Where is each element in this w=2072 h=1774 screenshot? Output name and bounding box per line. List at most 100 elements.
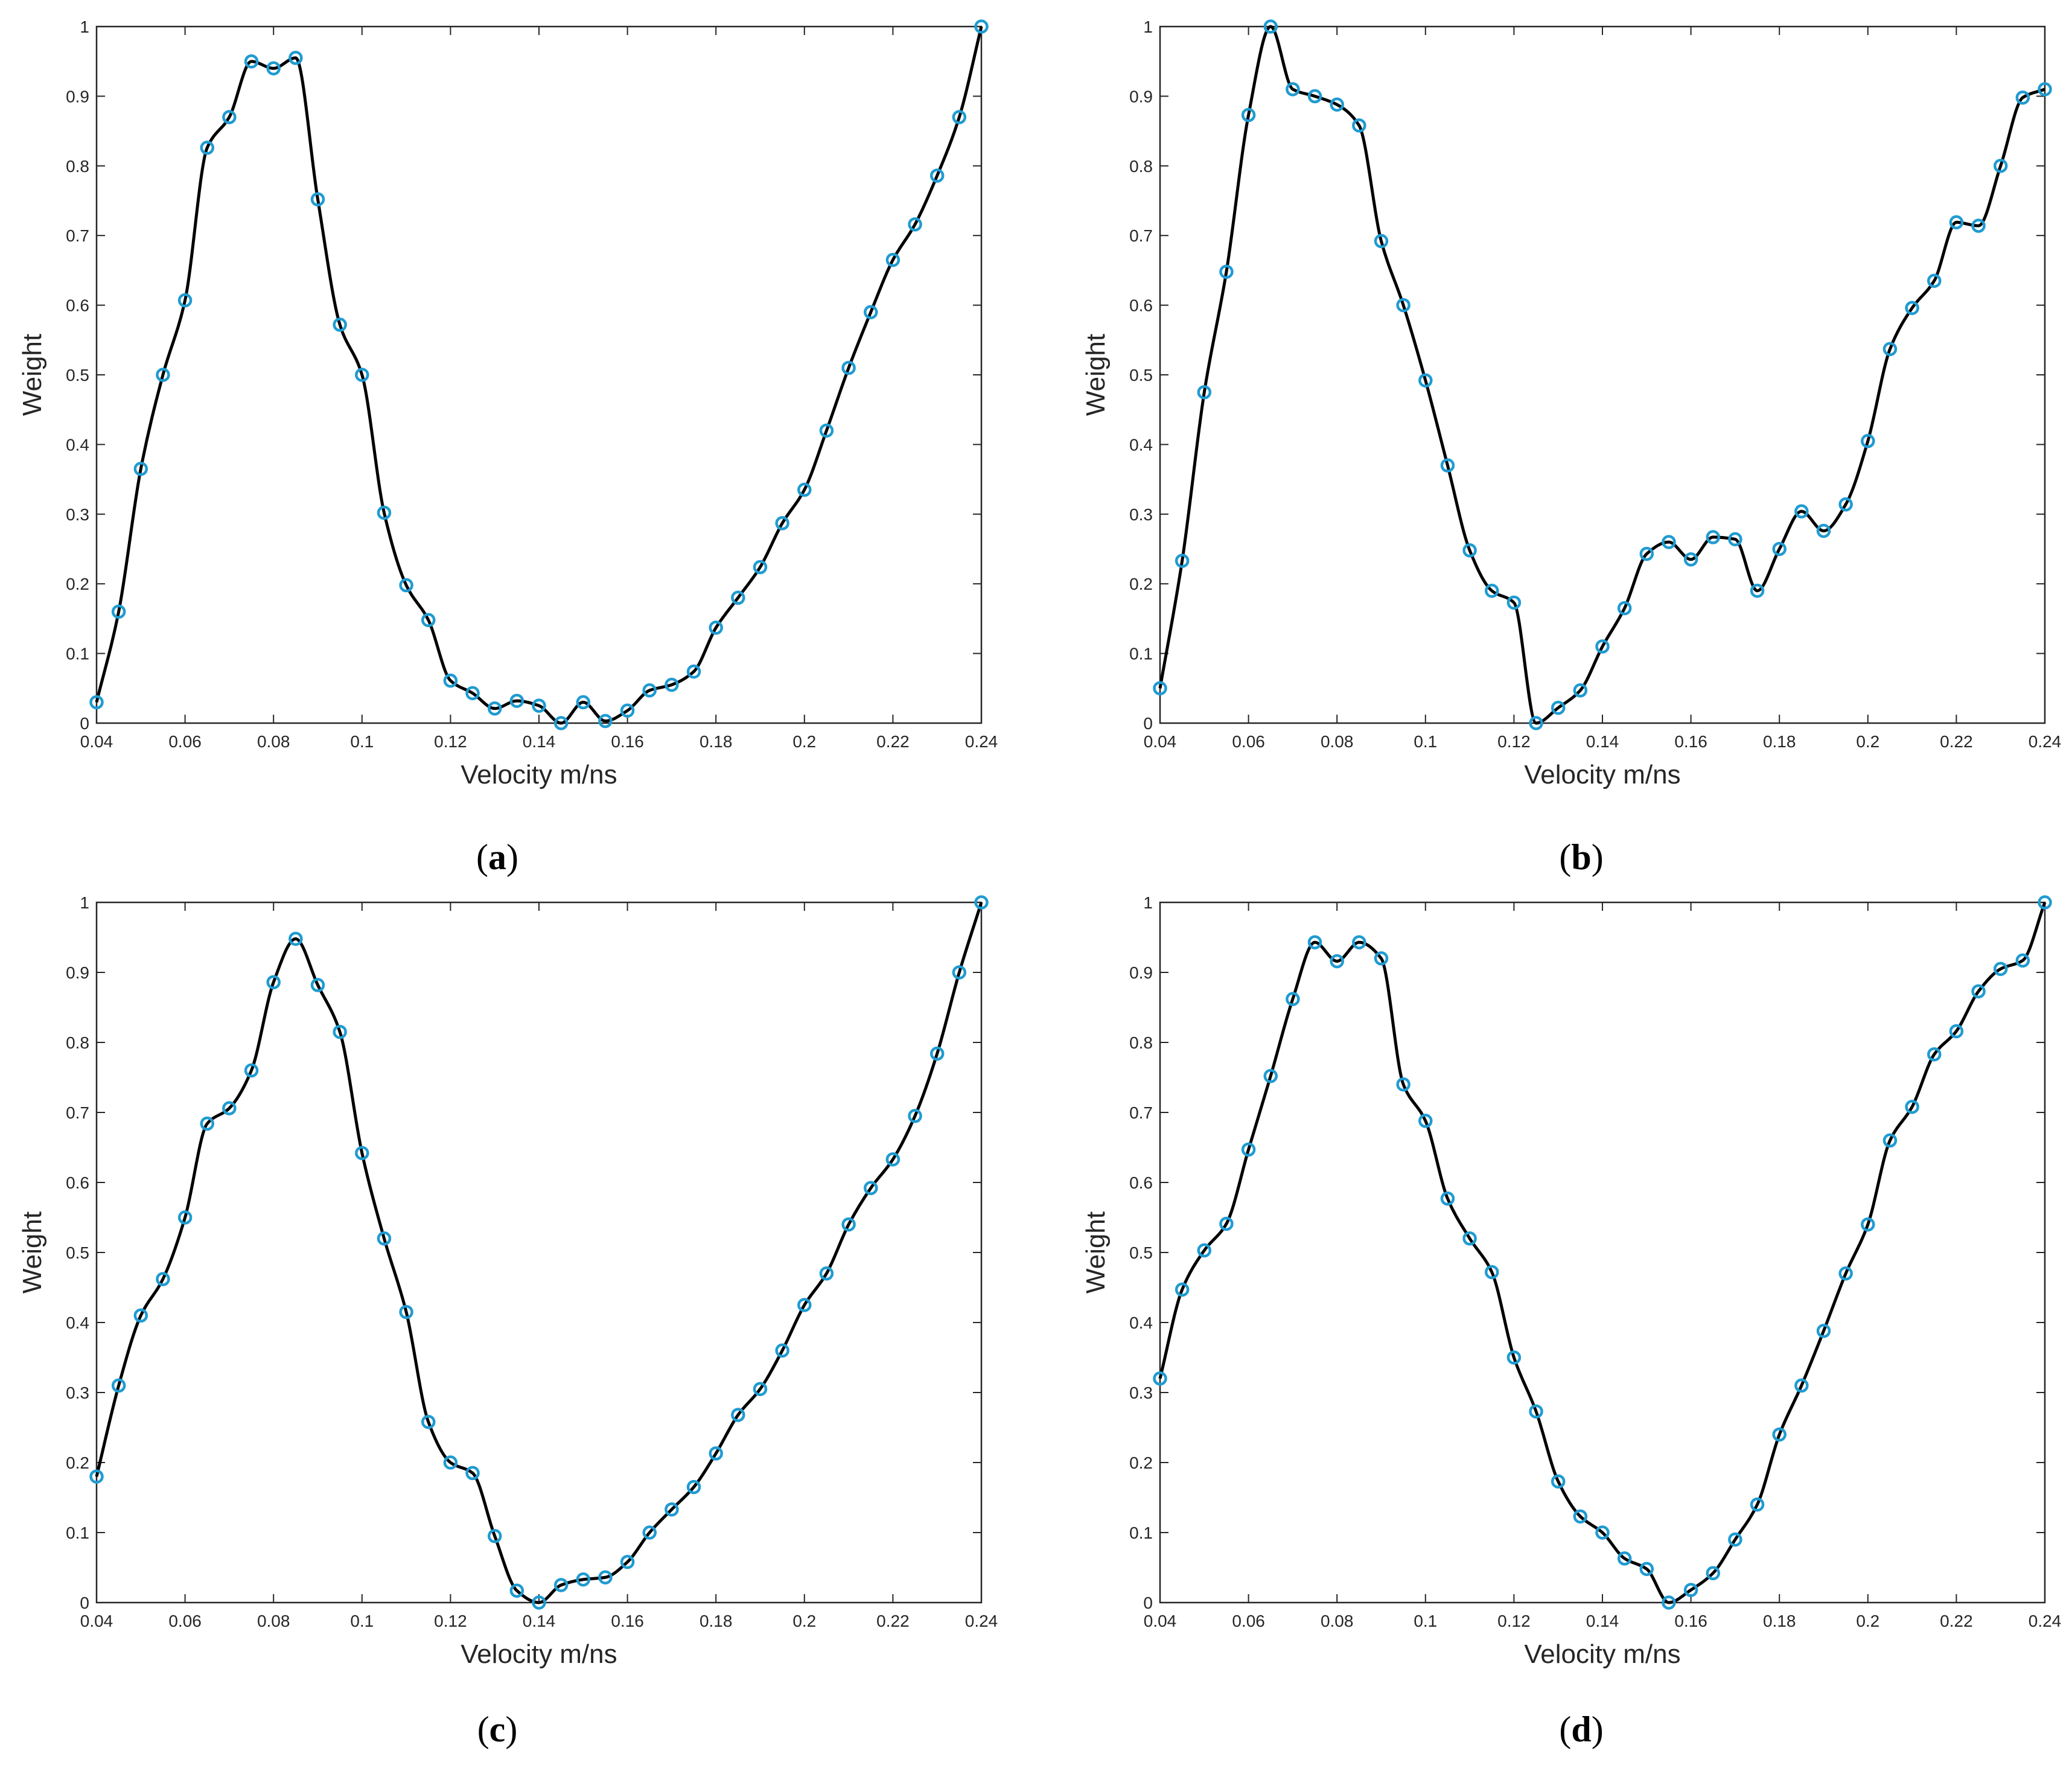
data-point <box>1861 1217 1875 1232</box>
data-point <box>266 61 281 75</box>
x-tick-label: 0.24 <box>2029 1612 2062 1630</box>
data-point <box>620 1554 635 1569</box>
x-tick-label: 0.22 <box>1940 1612 1973 1630</box>
x-tick-label: 0.04 <box>1144 732 1177 751</box>
data-point <box>686 1479 701 1495</box>
data-point <box>111 1378 126 1393</box>
data-point <box>642 683 657 698</box>
data-point <box>686 664 701 679</box>
data-point <box>1993 159 2008 173</box>
data-point <box>1971 219 1986 233</box>
data-point <box>1307 935 1322 949</box>
y-tick-label: 0 <box>80 714 89 733</box>
data-point <box>2015 90 2030 105</box>
data-point <box>2015 953 2030 968</box>
data-point <box>1352 118 1366 133</box>
data-point <box>1219 1216 1234 1231</box>
data-point <box>665 1502 679 1517</box>
data-point <box>598 1570 613 1584</box>
x-tick-label: 0.06 <box>168 732 202 751</box>
x-tick-label: 0.24 <box>2029 732 2062 751</box>
data-point <box>1175 554 1190 568</box>
data-point <box>200 1116 214 1131</box>
data-point <box>1838 1266 1853 1281</box>
data-point <box>2038 895 2052 910</box>
y-tick-label: 0.3 <box>66 1383 89 1402</box>
data-point <box>841 360 856 375</box>
data-point <box>156 1272 170 1286</box>
x-tick-label: 0.14 <box>523 1612 556 1630</box>
data-point <box>509 694 524 708</box>
series-line <box>95 902 983 1604</box>
data-point <box>443 1455 458 1470</box>
data-point <box>1153 681 1167 696</box>
data-point <box>753 1382 768 1396</box>
x-axis-title: Velocity m/ns <box>461 760 617 790</box>
y-tick-label: 0 <box>1143 1594 1153 1612</box>
data-point <box>465 686 480 701</box>
data-point <box>177 293 193 308</box>
data-point <box>133 462 148 476</box>
data-point <box>1374 951 1389 966</box>
data-point <box>1573 683 1588 698</box>
data-point <box>1971 984 1986 999</box>
data-point <box>1197 385 1212 400</box>
y-tick-label: 0.8 <box>66 157 89 176</box>
data-point <box>532 698 546 713</box>
data-point <box>156 368 170 382</box>
y-tick-label: 0.7 <box>1129 1103 1153 1122</box>
data-point <box>1219 264 1234 279</box>
x-tick-label: 0.2 <box>1856 1612 1879 1630</box>
data-point <box>1551 700 1566 715</box>
y-tick-label: 0.6 <box>66 296 89 315</box>
panel-label: (a) <box>476 837 518 877</box>
panel-label: (c) <box>477 1709 518 1749</box>
data-point <box>1794 1378 1809 1393</box>
y-tick-label: 0.7 <box>66 226 89 245</box>
y-tick-label: 0 <box>1143 714 1153 733</box>
y-tick-label: 0.8 <box>1129 1033 1153 1052</box>
data-point <box>1374 234 1389 249</box>
y-tick-label: 0.6 <box>66 1173 89 1192</box>
y-tick-label: 0.9 <box>1129 87 1153 106</box>
data-point <box>1263 1068 1278 1083</box>
data-point <box>377 1231 392 1246</box>
x-tick-label: 0.22 <box>876 732 910 751</box>
data-point <box>1905 1099 1919 1114</box>
data-point <box>465 1466 480 1481</box>
data-point <box>310 978 325 992</box>
data-point <box>553 716 569 730</box>
data-point <box>885 252 901 267</box>
x-tick-label: 0.12 <box>434 1612 467 1630</box>
y-tick-label: 0.1 <box>66 645 89 663</box>
data-point <box>553 1578 569 1592</box>
data-point <box>288 51 303 65</box>
chart-panel-c: 0.04 0.06 0.08 0.1 0.12 0.14 0.16 0.18 0.2 0.22 0.… <box>18 893 998 1749</box>
data-point <box>952 110 967 124</box>
data-point <box>1750 1497 1765 1512</box>
data-point <box>1396 1077 1411 1092</box>
data-point <box>1418 1114 1433 1128</box>
data-point <box>819 423 834 438</box>
data-point <box>1485 1265 1499 1280</box>
data-point <box>487 701 502 716</box>
data-point <box>797 482 812 497</box>
x-tick-label: 0.18 <box>700 1612 733 1630</box>
data-point <box>753 560 768 575</box>
data-point <box>1241 107 1256 123</box>
data-point <box>1662 1595 1676 1610</box>
data-point <box>642 1525 657 1540</box>
data-point <box>1418 373 1433 388</box>
y-tick-label: 0.8 <box>1129 157 1153 176</box>
data-point <box>2038 82 2052 97</box>
data-point <box>1330 954 1344 969</box>
data-point <box>1573 1509 1588 1524</box>
data-point <box>709 1446 723 1461</box>
data-point <box>244 1063 259 1078</box>
y-tick-label: 1 <box>80 18 89 36</box>
y-tick-label: 0.3 <box>1129 505 1153 524</box>
data-point <box>1905 301 1919 315</box>
x-tick-label: 0.16 <box>1674 1612 1707 1630</box>
data-point <box>1595 1525 1610 1540</box>
